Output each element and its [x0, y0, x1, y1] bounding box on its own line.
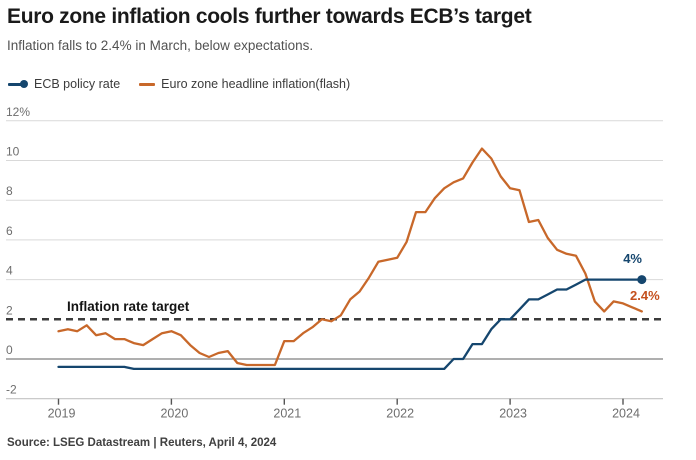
svg-text:2019: 2019	[48, 407, 76, 421]
inflation-end-value: 2.4%	[630, 288, 660, 303]
svg-text:2021: 2021	[273, 407, 301, 421]
svg-text:2022: 2022	[386, 407, 414, 421]
legend-item-ecb-policy-rate: ECB policy rate	[8, 77, 120, 91]
chart-title: Euro zone inflation cools further toward…	[7, 5, 532, 28]
legend-label: ECB policy rate	[34, 77, 121, 91]
inflation-target-label: Inflation rate target	[67, 299, 190, 314]
source-attribution: Source: LSEG Datastream | Reuters, April…	[7, 437, 277, 449]
svg-text:2: 2	[6, 303, 13, 317]
svg-text:4: 4	[6, 264, 13, 278]
legend-item-headline-inflation: Euro zone headline inflation(flash)	[139, 77, 350, 91]
svg-text:10: 10	[6, 145, 20, 159]
chart-subtitle: Inflation falls to 2.4% in March, below …	[7, 38, 314, 53]
svg-text:2020: 2020	[160, 407, 188, 421]
svg-text:12%: 12%	[6, 105, 30, 119]
legend-label: Euro zone headline inflation(flash)	[161, 77, 351, 91]
svg-text:-2: -2	[6, 383, 17, 397]
svg-text:8: 8	[6, 184, 13, 198]
svg-text:2024: 2024	[612, 407, 640, 421]
ecb-rate-end-value: 4%	[623, 251, 642, 266]
line-dot-marker-icon	[8, 80, 28, 88]
svg-text:0: 0	[6, 343, 13, 357]
chart-legend: ECB policy rate Euro zone headline infla…	[8, 77, 350, 91]
svg-text:2023: 2023	[499, 407, 527, 421]
svg-text:6: 6	[6, 224, 13, 238]
line-marker-icon	[139, 82, 156, 86]
